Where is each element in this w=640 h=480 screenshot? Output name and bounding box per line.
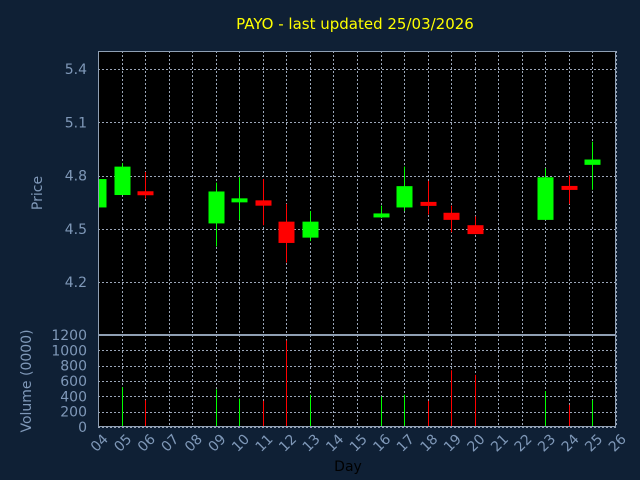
price-tick-label: 4.2 bbox=[65, 275, 87, 291]
volume-axis-label: Volume (0000) bbox=[19, 329, 35, 432]
volume-tick-label: 800 bbox=[60, 359, 87, 375]
price-tick-label: 4.5 bbox=[65, 222, 87, 238]
candle-body bbox=[537, 177, 554, 220]
candle-body bbox=[443, 212, 460, 220]
candle-body bbox=[584, 159, 601, 165]
grid-lines bbox=[98, 51, 617, 428]
candle-body bbox=[302, 221, 319, 238]
price-tick-label: 4.8 bbox=[65, 169, 87, 185]
price-axis-label: Price bbox=[30, 176, 46, 210]
x-axis-label: Day bbox=[334, 459, 362, 475]
candle-body bbox=[114, 166, 131, 196]
candle-body bbox=[420, 201, 437, 206]
volume-tick-label: 600 bbox=[60, 374, 87, 390]
candle-body bbox=[561, 185, 578, 190]
candle-body bbox=[208, 191, 225, 224]
chart-title: PAYO - last updated 25/03/2026 bbox=[236, 15, 474, 33]
candle-body bbox=[137, 191, 154, 196]
price-tick-label: 5.1 bbox=[65, 115, 87, 131]
volume-tick-label: 200 bbox=[60, 405, 87, 421]
price-tick-labels: 4.2 4.5 4.8 5.1 5.4 bbox=[65, 62, 87, 291]
volume-panel-frame bbox=[98, 335, 616, 427]
volume-tick-label: 400 bbox=[60, 389, 87, 405]
volume-bars bbox=[122, 340, 593, 427]
candle-body bbox=[373, 213, 390, 218]
price-panel-frame bbox=[98, 51, 616, 335]
candle-body bbox=[396, 186, 413, 208]
day-tick-labels: 04 05 06 07 08 09 10 11 12 13 14 15 16 17 18 19 20 21 22 23… bbox=[88, 431, 630, 455]
price-tick-label: 5.4 bbox=[65, 62, 87, 78]
candle-body bbox=[255, 200, 272, 206]
candle-body bbox=[467, 225, 484, 235]
volume-tick-label: 1000 bbox=[51, 343, 87, 359]
volume-tick-label: 0 bbox=[78, 420, 87, 436]
candle-body bbox=[98, 179, 107, 208]
candle-body bbox=[278, 221, 295, 243]
candle-body bbox=[231, 198, 248, 203]
volume-tick-label: 1200 bbox=[51, 328, 87, 344]
price-candles bbox=[98, 141, 601, 263]
